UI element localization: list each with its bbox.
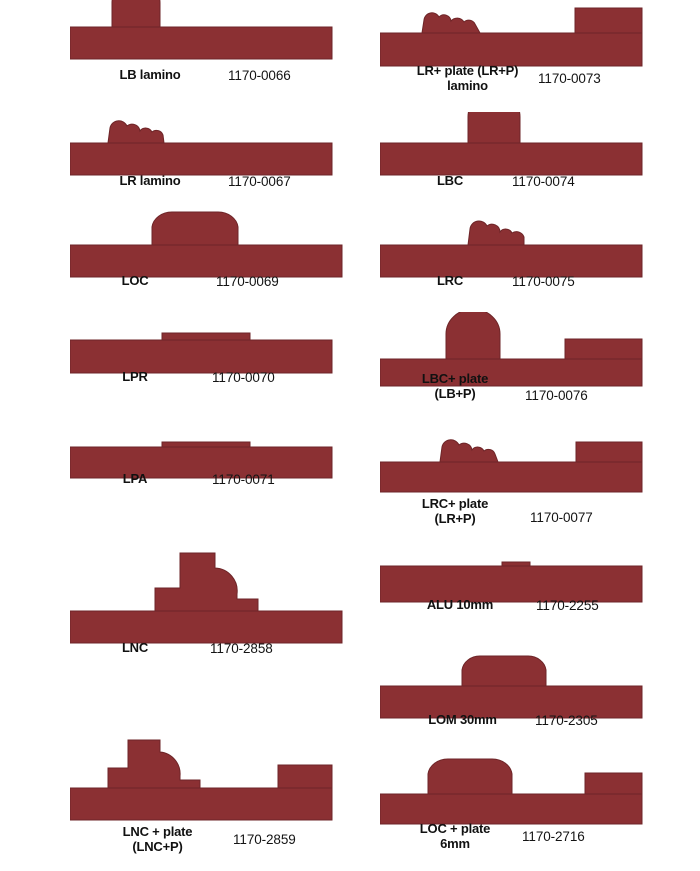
weld-bead-wide-dome bbox=[427, 758, 513, 795]
profile-code-loc: 1170-0069 bbox=[216, 274, 279, 289]
base-plate bbox=[70, 787, 333, 821]
side-plate bbox=[277, 764, 333, 789]
side-plate bbox=[574, 7, 643, 34]
profile-code-lr-plate-lamino: 1170-0073 bbox=[538, 71, 601, 86]
side-plate bbox=[564, 338, 643, 360]
weld-bead-ripple bbox=[439, 439, 499, 463]
profile-alu-10mm bbox=[380, 558, 670, 628]
profile-label-lrc-plate: LRC+ plate (LR+P) bbox=[421, 496, 489, 526]
base-plate bbox=[380, 793, 643, 825]
base-plate bbox=[380, 244, 643, 278]
profile-loc-plate-6mm bbox=[380, 752, 670, 862]
profile-lpr bbox=[70, 312, 350, 397]
weld-bead-flat-strip bbox=[161, 332, 251, 341]
weld-bead-ripple bbox=[421, 12, 481, 34]
base-plate bbox=[380, 32, 643, 67]
lnc-plate-diagram bbox=[70, 739, 333, 821]
lrc-plate-diagram bbox=[380, 439, 643, 493]
base-plate bbox=[70, 610, 343, 644]
lnc-diagram bbox=[70, 552, 343, 644]
weld-bead-dome bbox=[111, 0, 161, 28]
lrc-diagram bbox=[380, 220, 643, 278]
profile-code-lbc-plate: 1170-0076 bbox=[525, 388, 588, 403]
weld-bead-dome bbox=[467, 112, 521, 144]
lb-lamino-diagram bbox=[70, 0, 333, 60]
base-plate bbox=[380, 461, 643, 493]
profile-label-lr-lamino: LR lamino bbox=[119, 173, 181, 188]
alu-10mm-diagram bbox=[380, 561, 643, 603]
base-plate bbox=[70, 339, 333, 374]
weld-bead-micro-strip bbox=[501, 561, 531, 567]
lpr-diagram bbox=[70, 332, 333, 374]
profile-lpa bbox=[70, 428, 350, 508]
profile-code-lnc-plate: 1170-2859 bbox=[233, 832, 296, 847]
base-plate bbox=[380, 565, 643, 603]
profile-label-loc: LOC bbox=[121, 273, 149, 288]
side-plate bbox=[575, 441, 643, 463]
profile-label-lbc: LBC bbox=[436, 173, 464, 188]
base-plate bbox=[380, 358, 643, 387]
profile-label-lpa: LPA bbox=[122, 471, 148, 486]
profile-lom-30mm bbox=[380, 648, 670, 743]
base-plate bbox=[70, 26, 333, 60]
lbc-diagram bbox=[380, 112, 643, 176]
lom-30mm-diagram bbox=[380, 655, 643, 719]
profile-lbc bbox=[380, 112, 670, 197]
profile-code-lnc: 1170-2858 bbox=[210, 641, 273, 656]
profile-code-lr-lamino: 1170-0067 bbox=[228, 174, 291, 189]
profile-code-lom-30mm: 1170-2305 bbox=[535, 713, 598, 728]
weld-bead-thin-strip bbox=[161, 441, 251, 448]
profile-lrc-plate bbox=[380, 430, 670, 525]
weld-bead-wide-dome bbox=[461, 655, 547, 687]
base-plate bbox=[70, 446, 333, 479]
profile-label-lrc: LRC bbox=[436, 273, 464, 288]
base-plate bbox=[70, 244, 343, 278]
profile-lbc-plate bbox=[380, 312, 670, 407]
profile-label-lb-lamino: LB lamino bbox=[119, 67, 181, 82]
lr-plate-lamino-diagram bbox=[380, 7, 643, 67]
profile-loc bbox=[70, 207, 350, 297]
base-plate bbox=[380, 142, 643, 176]
profile-lb-lamino bbox=[70, 0, 350, 90]
profile-label-lr-plate-lamino: LR+ plate (LR+P) lamino bbox=[416, 63, 519, 93]
weld-bead-stepped-block bbox=[154, 552, 259, 612]
profile-lr-lamino bbox=[70, 112, 350, 197]
profile-label-lpr: LPR bbox=[122, 369, 148, 384]
base-plate bbox=[70, 142, 333, 176]
profile-label-loc-plate-6mm: LOC + plate 6mm bbox=[419, 821, 491, 851]
profile-lr-plate-lamino bbox=[380, 0, 670, 90]
profile-code-lrc-plate: 1170-0077 bbox=[530, 510, 593, 525]
lbc-plate-diagram bbox=[380, 312, 643, 387]
weld-bead-dome bbox=[445, 312, 501, 360]
weld-bead-ripple bbox=[467, 220, 525, 246]
profile-label-lbc-plate: LBC+ plate (LB+P) bbox=[421, 371, 489, 401]
weld-bead-stepped-block bbox=[107, 739, 201, 789]
lpa-diagram bbox=[70, 441, 333, 479]
weld-bead-ripple bbox=[107, 120, 165, 144]
profile-lrc bbox=[380, 207, 670, 297]
profile-label-alu-10mm: ALU 10mm bbox=[426, 597, 494, 612]
loc-diagram bbox=[70, 211, 343, 278]
weld-bead-wide-dome bbox=[151, 211, 239, 246]
profile-label-lnc: LNC bbox=[121, 640, 149, 655]
profile-lnc-plate bbox=[70, 730, 350, 845]
lr-lamino-diagram bbox=[70, 120, 333, 176]
profile-code-alu-10mm: 1170-2255 bbox=[536, 598, 599, 613]
profile-code-lpr: 1170-0070 bbox=[212, 370, 275, 385]
profile-code-lb-lamino: 1170-0066 bbox=[228, 68, 291, 83]
base-plate bbox=[380, 685, 643, 719]
side-plate bbox=[584, 772, 643, 795]
profile-lnc bbox=[70, 543, 350, 658]
profile-label-lom-30mm: LOM 30mm bbox=[428, 712, 497, 727]
profile-code-loc-plate-6mm: 1170-2716 bbox=[522, 829, 585, 844]
profile-label-lnc-plate: LNC + plate (LNC+P) bbox=[122, 824, 193, 854]
loc-plate-6mm-diagram bbox=[380, 758, 643, 825]
profile-code-lrc: 1170-0075 bbox=[512, 274, 575, 289]
profile-code-lpa: 1170-0071 bbox=[212, 472, 275, 487]
profile-code-lbc: 1170-0074 bbox=[512, 174, 575, 189]
